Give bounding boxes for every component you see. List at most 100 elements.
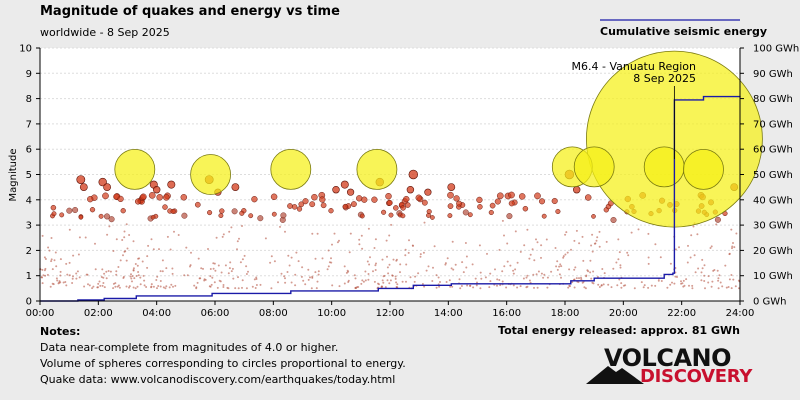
- quake-dot: [407, 251, 410, 254]
- quake-dot: [317, 270, 320, 273]
- quake-dot: [156, 287, 158, 290]
- quake-dot: [270, 193, 278, 201]
- x-tick-label: 02:00: [84, 308, 113, 319]
- quake-dot: [536, 286, 539, 289]
- quake-dot: [112, 250, 115, 252]
- quake-dot: [236, 240, 239, 243]
- quake-dot: [388, 234, 391, 237]
- quake-dot: [295, 251, 298, 254]
- quake-dot: [564, 233, 567, 236]
- quake-dot: [545, 238, 548, 241]
- quake-dot: [464, 242, 467, 244]
- quake-dot: [72, 206, 79, 213]
- y2-tick-label: 80 GWh: [753, 94, 793, 105]
- quake-dot: [435, 286, 438, 289]
- quake-dot: [215, 236, 218, 239]
- chart-subtitle: worldwide - 8 Sep 2025: [40, 26, 170, 39]
- quake-dot: [605, 240, 608, 243]
- quake-dot: [682, 279, 685, 282]
- quake-circle: [153, 186, 161, 194]
- quake-dot: [388, 263, 391, 266]
- quake-dot: [156, 275, 159, 278]
- quake-dot: [194, 201, 201, 208]
- quake-dot: [280, 272, 283, 275]
- quake-dot: [368, 263, 371, 266]
- quake-dot: [401, 280, 404, 283]
- quake-dot: [356, 286, 359, 289]
- quake-dot: [733, 246, 736, 249]
- quake-dot: [43, 256, 46, 259]
- quake-dot: [311, 232, 314, 235]
- quake-dot: [52, 283, 55, 286]
- quake-dot: [307, 278, 310, 281]
- quake-dot: [421, 283, 424, 285]
- quake-dot: [101, 268, 104, 271]
- quake-dot: [119, 259, 122, 262]
- quake-dot: [381, 285, 384, 288]
- quake-dot: [326, 268, 329, 271]
- y-axis-label: Magnitude: [8, 149, 19, 202]
- quake-dot: [447, 213, 453, 219]
- quake-dot: [277, 281, 279, 284]
- quake-dot: [302, 198, 309, 205]
- quake-dot: [107, 270, 110, 272]
- quake-dot: [619, 266, 622, 269]
- quake-dot: [66, 207, 73, 214]
- quake-dot: [94, 242, 96, 245]
- quake-dot: [476, 281, 478, 284]
- quake-dot: [229, 261, 232, 264]
- quake-dot: [433, 245, 436, 248]
- quake-dot: [68, 274, 71, 277]
- quake-dot: [693, 254, 696, 257]
- quake-dot: [610, 286, 613, 289]
- quake-dot: [447, 203, 454, 209]
- quake-dot: [166, 235, 169, 238]
- quake-circle: [347, 188, 355, 196]
- quake-dot: [730, 274, 733, 276]
- quake-dot: [399, 263, 402, 266]
- y-tick-label: 7: [26, 119, 32, 130]
- quake-dot: [128, 234, 131, 236]
- quake-dot: [214, 269, 217, 272]
- quake-dot: [647, 262, 650, 265]
- quake-dot: [195, 287, 198, 290]
- quake-dot: [499, 284, 502, 287]
- quake-dot: [356, 195, 363, 202]
- quake-dot: [430, 215, 435, 220]
- quake-dot: [489, 202, 496, 209]
- quake-dot: [371, 196, 378, 203]
- quake-dot: [200, 267, 203, 270]
- quake-dot: [600, 284, 603, 287]
- quake-dot: [269, 261, 272, 264]
- quake-dot: [366, 260, 369, 263]
- quake-dot: [432, 266, 434, 269]
- quake-dot: [226, 286, 229, 289]
- y-tick-label: 9: [26, 69, 32, 80]
- quake-dot: [156, 194, 163, 201]
- quake-dot: [567, 286, 570, 289]
- quake-dot: [494, 198, 501, 205]
- quake-dot: [361, 279, 364, 282]
- quake-dot: [717, 279, 720, 282]
- notes: Notes: Data near-complete from magnitude…: [40, 324, 406, 388]
- quake-dot: [435, 274, 438, 277]
- quake-dot: [145, 286, 148, 288]
- quake-dot: [71, 277, 74, 280]
- quake-dot: [389, 279, 392, 282]
- quake-dot: [573, 239, 576, 242]
- quake-dot: [647, 256, 650, 259]
- quake-dot: [496, 192, 504, 200]
- quake-dot: [150, 214, 156, 220]
- quake-dot: [602, 283, 605, 286]
- quake-dot: [44, 258, 47, 260]
- quake-dot: [56, 279, 59, 282]
- quake-dot: [105, 270, 108, 273]
- quake-dot: [338, 239, 340, 242]
- quake-dot: [686, 261, 689, 264]
- quake-dot: [83, 285, 86, 288]
- quake-dot: [617, 258, 620, 261]
- quake-dot: [294, 284, 297, 287]
- quake-dot: [183, 274, 186, 277]
- y-tick-label: 0: [26, 297, 32, 308]
- quake-dot: [562, 256, 565, 259]
